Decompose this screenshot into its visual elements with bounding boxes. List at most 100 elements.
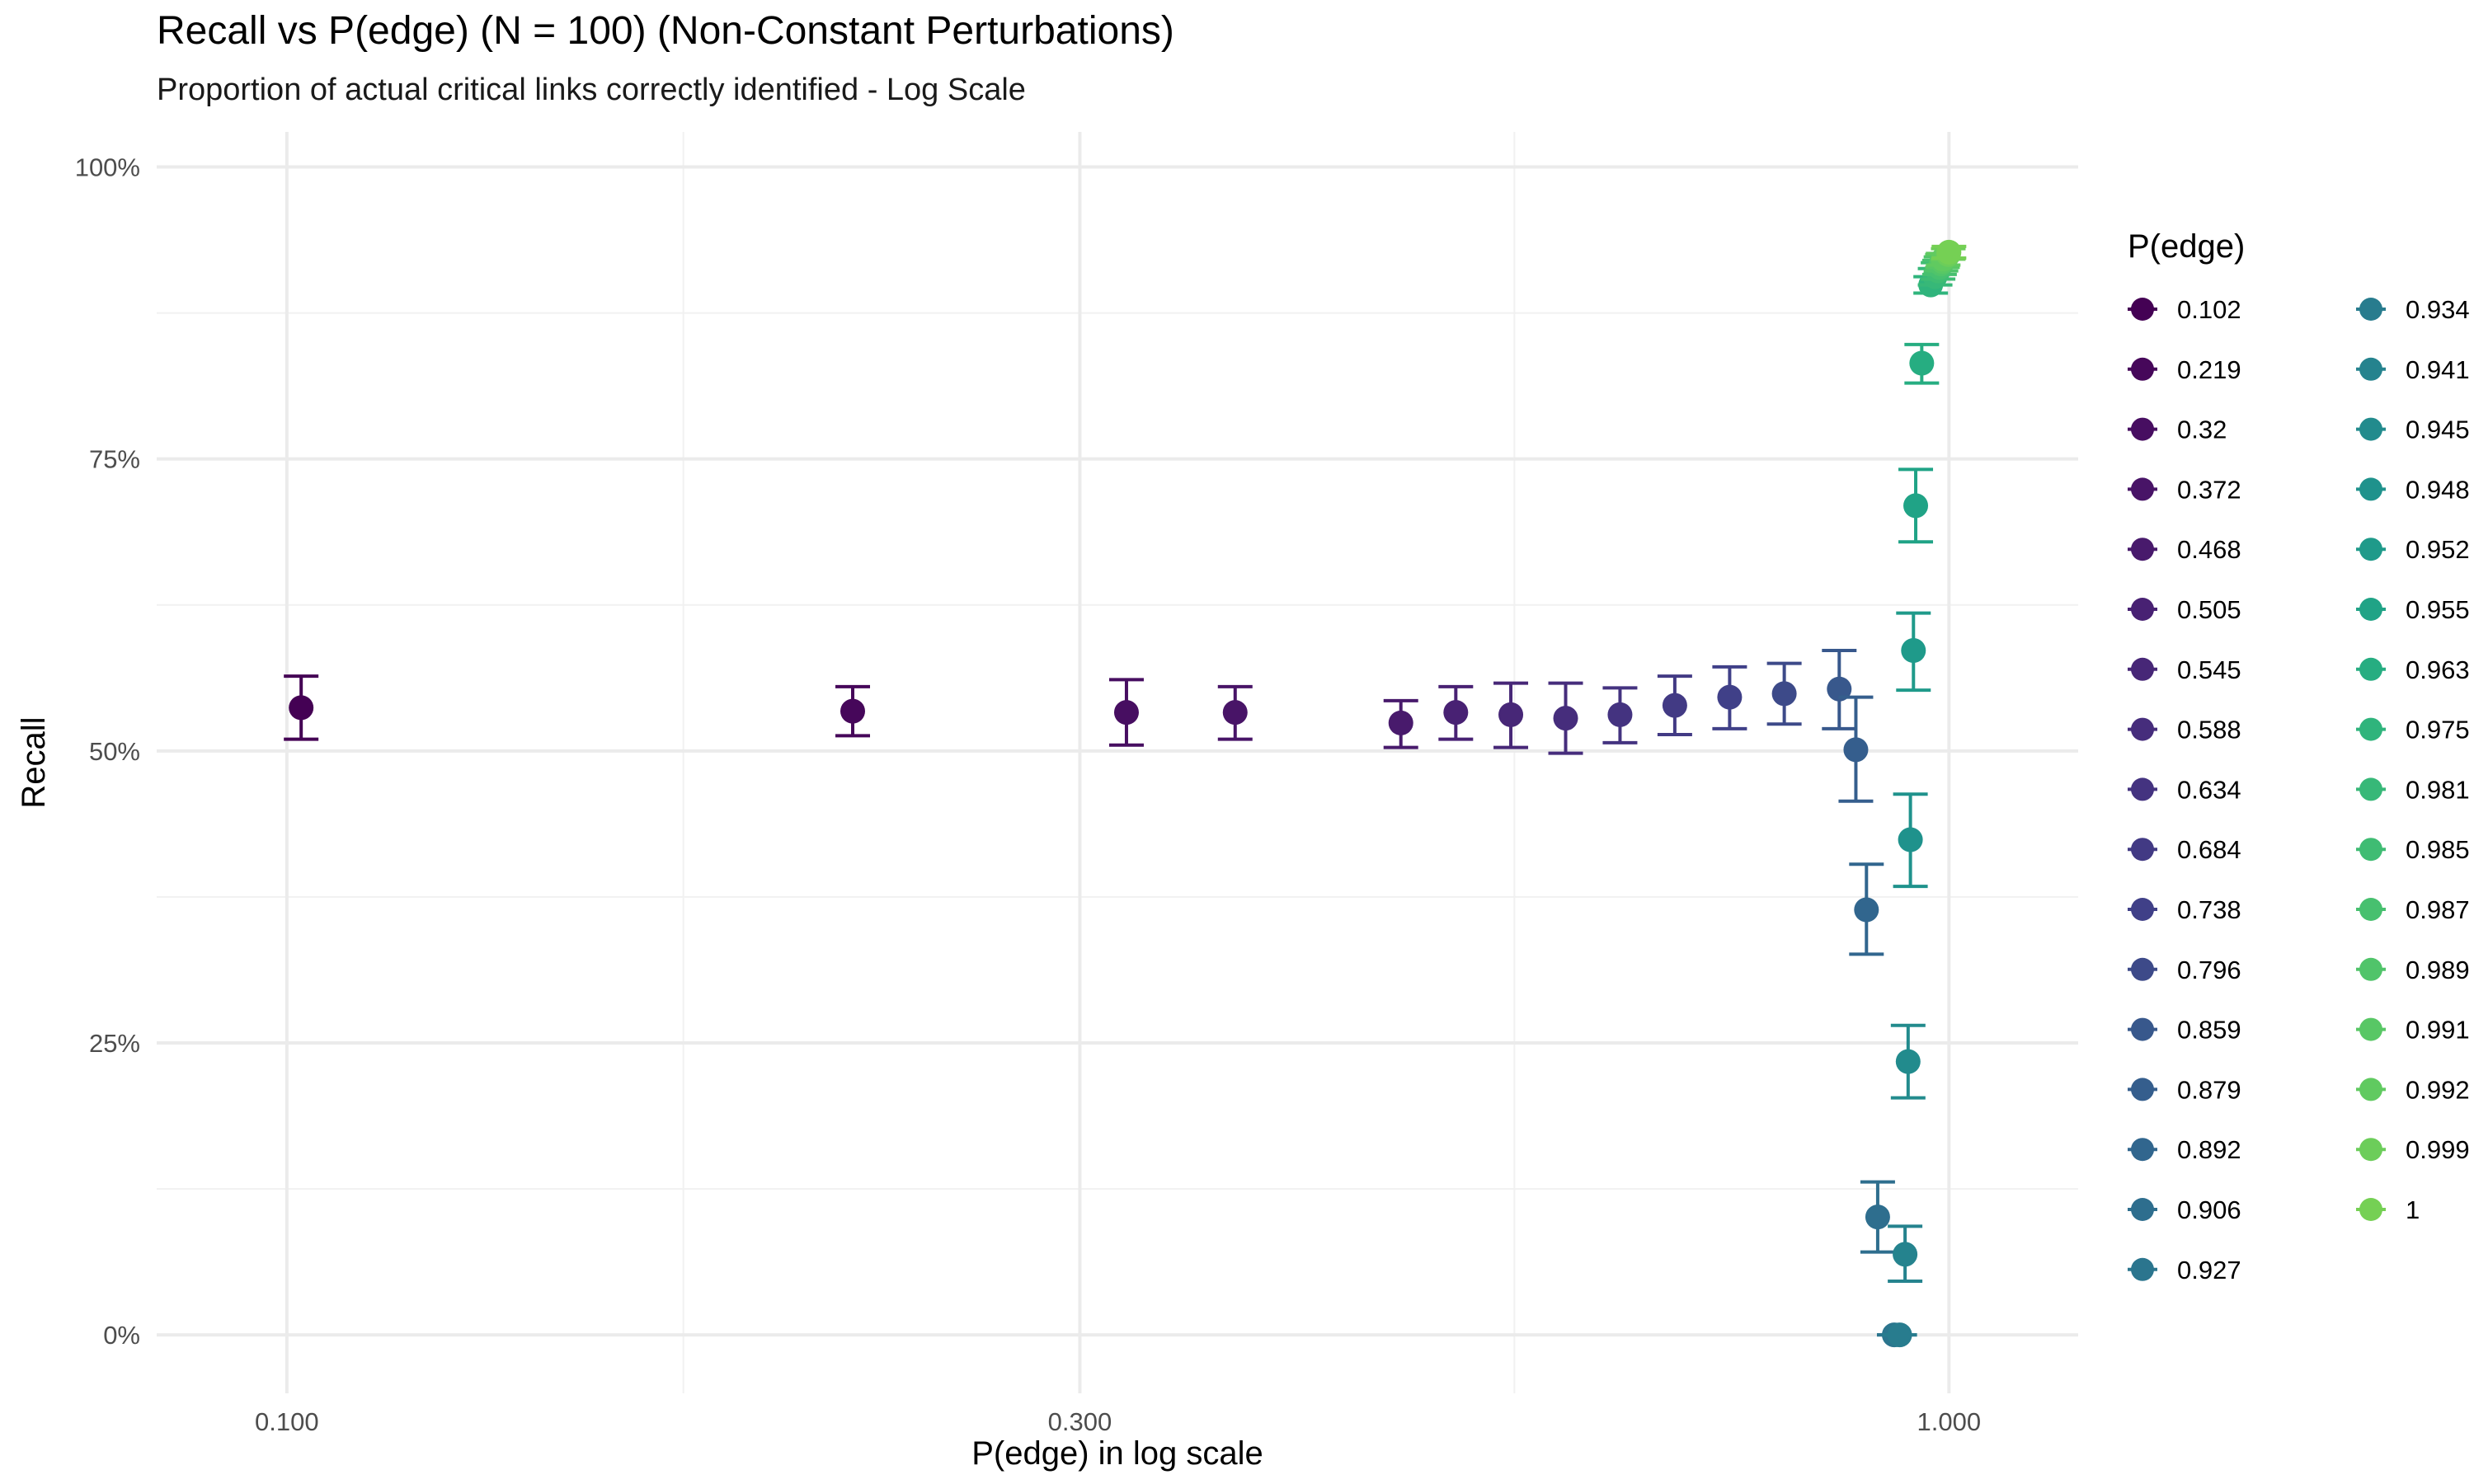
data-point <box>1717 684 1743 710</box>
y-tick-label: 75% <box>89 445 140 474</box>
legend-label: 0.372 <box>2177 475 2241 504</box>
series-0.879 <box>1838 695 1874 803</box>
legend-item: 0.981 <box>2356 775 2470 804</box>
data-point <box>1909 350 1935 376</box>
legend-key-point <box>2131 357 2154 381</box>
legend-key-point <box>2131 838 2154 862</box>
series-0.588 <box>1548 681 1583 755</box>
y-tick-label: 100% <box>75 153 140 182</box>
series-0.859 <box>1822 649 1857 730</box>
legend-label: 0.989 <box>2406 956 2470 984</box>
series-0.505 <box>1438 684 1474 741</box>
legend-item: 0.955 <box>2356 595 2470 624</box>
legend-key-point <box>2131 477 2154 501</box>
data-point <box>1903 493 1929 519</box>
legend-key-point <box>2131 298 2154 321</box>
series-0.738 <box>1712 665 1747 730</box>
series-0.684 <box>1657 674 1692 736</box>
series-0.219 <box>835 684 871 738</box>
series-0.634 <box>1602 686 1638 744</box>
legend-item: 0.468 <box>2128 535 2241 564</box>
data-point <box>1854 897 1879 923</box>
series-0.952 <box>1896 611 1931 693</box>
series-0.102 <box>284 674 319 741</box>
legend-key-point <box>2131 657 2154 681</box>
data-marks <box>284 239 1967 1348</box>
legend-key-point <box>2131 898 2154 921</box>
legend-item: 0.948 <box>2356 475 2470 504</box>
legend-title: P(edge) <box>2128 228 2245 265</box>
legend-label: 0.985 <box>2406 835 2470 864</box>
y-tick-label: 50% <box>89 737 140 766</box>
data-point <box>1113 700 1139 726</box>
legend-item: 0.991 <box>2356 1016 2470 1045</box>
series-0.796 <box>1766 661 1802 726</box>
legend-key-point <box>2131 1257 2154 1281</box>
legend-label: 0.992 <box>2406 1075 2470 1104</box>
data-point <box>1843 737 1869 763</box>
series-0.372 <box>1217 684 1253 741</box>
series-0.941 <box>1888 1224 1923 1283</box>
legend-item: 0.545 <box>2128 655 2241 684</box>
legend-key-point <box>2131 598 2154 621</box>
legend-key-point <box>2359 1017 2382 1041</box>
legend-key-point <box>2359 777 2382 801</box>
legend-item: 0.941 <box>2356 355 2470 384</box>
legend-label: 0.545 <box>2177 655 2241 684</box>
legend-label: 0.948 <box>2406 475 2470 504</box>
data-point <box>1607 702 1633 727</box>
data-point <box>1893 1242 1918 1267</box>
series-0.468 <box>1383 698 1418 749</box>
legend-item: 0.934 <box>2356 295 2470 324</box>
legend-item: 0.945 <box>2356 416 2470 444</box>
series-0.963 <box>1904 342 1940 385</box>
series-0.906 <box>1860 1180 1895 1254</box>
legend-item: 0.372 <box>2128 475 2241 504</box>
legend-key-point <box>2359 1138 2382 1162</box>
x-tick-label: 0.100 <box>255 1407 319 1436</box>
legend-label: 0.981 <box>2406 775 2470 804</box>
data-point <box>1827 676 1852 702</box>
data-point <box>840 698 866 724</box>
grid <box>157 132 2078 1393</box>
legend-label: 0.963 <box>2406 655 2470 684</box>
series-0.945 <box>1890 1023 1926 1100</box>
legend-key-point <box>2131 1078 2154 1101</box>
legend-item: 0.987 <box>2356 895 2470 924</box>
legend-item: 0.927 <box>2128 1256 2241 1284</box>
legend-label: 0.505 <box>2177 595 2241 624</box>
legend-label: 0.927 <box>2177 1256 2241 1284</box>
legend: P(edge) 0.102 0.219 0.32 0.372 0.468 0.505 0.54… <box>2128 228 2470 1284</box>
legend-key-point <box>2131 417 2154 441</box>
legend-key-point <box>2131 1017 2154 1041</box>
data-point <box>1553 706 1578 731</box>
legend-label: 0.941 <box>2406 355 2470 384</box>
series-0.32 <box>1108 678 1144 747</box>
legend-key-point <box>2359 657 2382 681</box>
legend-label: 0.952 <box>2406 535 2470 564</box>
legend-label: 0.892 <box>2177 1135 2241 1164</box>
series-0.948 <box>1893 792 1928 889</box>
legend-label: 0.684 <box>2177 835 2241 864</box>
data-point <box>1865 1205 1890 1230</box>
legend-label: 0.987 <box>2406 895 2470 924</box>
legend-item: 1 <box>2356 1195 2420 1224</box>
x-axis-title: P(edge) in log scale <box>971 1435 1263 1472</box>
legend-label: 0.859 <box>2177 1016 2241 1045</box>
data-point <box>1388 710 1413 735</box>
y-axis-title: Recall <box>16 716 52 808</box>
data-point <box>289 695 314 721</box>
legend-item: 0.102 <box>2128 295 2241 324</box>
legend-item: 0.738 <box>2128 895 2241 924</box>
x-tick-label: 0.300 <box>1048 1407 1112 1436</box>
legend-key-point <box>2359 1198 2382 1221</box>
legend-key-point <box>2131 777 2154 801</box>
legend-label: 0.934 <box>2406 295 2470 324</box>
legend-key-point <box>2359 417 2382 441</box>
legend-item: 0.879 <box>2128 1075 2241 1104</box>
chart-title: Recall vs P(edge) (N = 100) (Non-Constan… <box>157 9 1174 53</box>
data-point <box>1898 827 1923 852</box>
legend-key-point <box>2359 477 2382 501</box>
